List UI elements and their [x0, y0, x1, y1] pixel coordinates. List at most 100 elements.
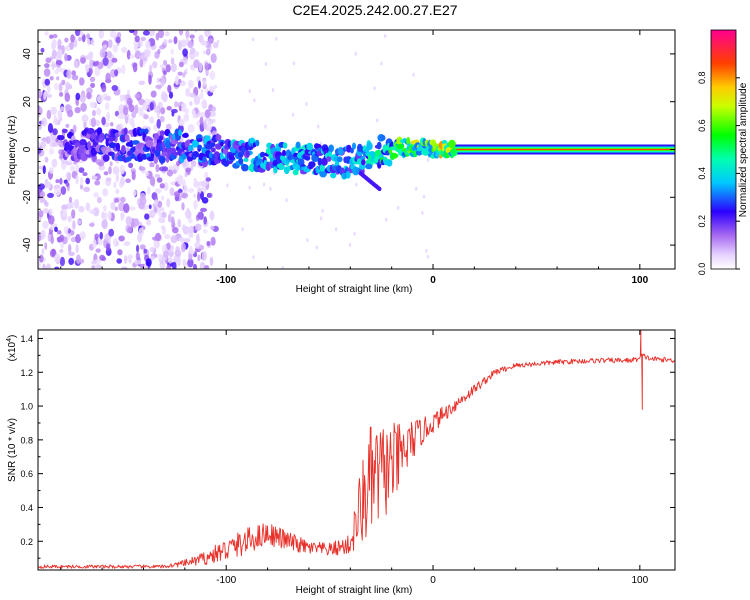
spectrogram-noise-cell: [53, 114, 57, 122]
spectrogram-noise-cell: [59, 177, 63, 185]
spectrogram-noise-cell: [134, 104, 139, 114]
spectrogram-noise-cell: [188, 245, 193, 255]
spectrogram-noise-cell: [127, 226, 132, 234]
spectrogram-noise-cell: [197, 191, 201, 202]
spectrogram-noise-cell: [38, 142, 41, 147]
spectrogram-ridge-cell: [255, 139, 260, 147]
spectrogram-noise-cell: [96, 107, 102, 116]
spectrogram-noise-cell: [123, 241, 131, 247]
spectrogram-noise-cell: [334, 227, 338, 232]
spectrogram-noise-cell: [166, 198, 171, 208]
spectrogram-noise-cell: [184, 237, 191, 243]
snr-y-tick-label: 0.8: [20, 435, 33, 445]
spectrogram-noise-cell: [70, 165, 75, 172]
spectrogram-noise-cell: [203, 229, 208, 234]
spectrogram-noise-cell: [187, 217, 193, 224]
spectrogram-noise-cell: [68, 257, 75, 265]
spectrogram-noise-cell: [168, 91, 174, 99]
spectrogram-noise-cell: [170, 235, 178, 244]
spectrogram-noise-cell: [46, 109, 52, 120]
spectrogram-noise-cell: [292, 61, 296, 66]
spectrogram-noise-cell: [92, 239, 97, 249]
spectrogram-noise-cell: [71, 209, 76, 219]
spectrogram-y-tick-label: -20: [22, 190, 33, 205]
spectrogram-ridge-cell: [380, 134, 386, 141]
snr-frame: [37, 329, 676, 571]
spectrogram-ridge-cell: [61, 128, 68, 134]
spectrogram-noise-cell: [129, 30, 135, 34]
spectrogram-noise-cell: [202, 78, 207, 87]
spectrogram-ridge-cell: [196, 138, 203, 143]
spectrogram-noise-cell: [43, 91, 47, 101]
colorbar-label: Normalized spectral amplitude: [738, 82, 749, 217]
spectrogram-noise-cell: [75, 175, 79, 185]
spectrogram-noise-cell: [181, 192, 189, 199]
spectrogram-noise-cell: [252, 255, 255, 260]
spectrogram-ridge-cell: [259, 151, 266, 158]
spectrogram-noise-cell: [64, 45, 71, 51]
spectrogram-noise-cell: [121, 64, 126, 75]
spectrogram-noise-cell: [173, 191, 181, 198]
spectrogram-noise-cell: [50, 106, 57, 115]
spectrogram-ridge-cell: [115, 142, 121, 151]
spectrogram-noise-cell: [48, 148, 55, 155]
colorbar-tick-label: 0.6: [697, 119, 707, 132]
spectrogram-noise-cell: [138, 80, 146, 86]
spectrogram-noise-cell: [376, 118, 379, 123]
spectrogram-noise-cell: [120, 196, 126, 203]
spectrogram-noise-cell: [248, 89, 251, 93]
spectrogram-noise-cell: [181, 39, 187, 48]
spectrogram-noise-cell: [94, 263, 101, 269]
colorbar-tick-label: 0.8: [697, 72, 707, 85]
spectrogram-noise-cell: [155, 164, 160, 173]
spectrogram-ridge-cell: [319, 164, 325, 172]
spectrogram-noise-cell: [59, 92, 64, 97]
spectrogram-noise-cell: [102, 44, 107, 49]
spectrogram-ridge-cell: [153, 155, 159, 165]
spectrogram-noise-cell: [110, 201, 116, 211]
spectrogram-noise-cell: [163, 39, 168, 45]
spectrogram-noise-cell: [348, 242, 352, 247]
spectrogram-noise-cell: [112, 44, 119, 53]
spectrogram-ridge-cell: [352, 142, 356, 150]
spectrogram-noise-cell: [71, 74, 79, 81]
spectrogram-ridge-cell: [57, 135, 65, 141]
spectrogram-noise-cell: [172, 169, 177, 174]
snr-y-tick-label: 1.0: [20, 402, 33, 412]
spectrogram-ridge-cell: [87, 141, 92, 150]
spectrogram-noise-cell: [115, 36, 121, 44]
spectrogram-noise-cell: [168, 39, 173, 44]
spectrogram-noise-cell: [134, 259, 142, 265]
spectrogram-noise-cell: [264, 124, 267, 129]
spectrogram-noise-cell: [76, 254, 81, 264]
snr-y-tick-label: 0.2: [20, 537, 33, 547]
spectrogram-noise-cell: [373, 86, 376, 91]
spectrogram-noise-cell: [129, 54, 135, 59]
spectrogram-noise-cell: [67, 228, 72, 234]
spectrogram-noise-cell: [138, 227, 145, 237]
spectrogram-noise-cell: [209, 210, 215, 221]
spectrogram-noise-cell: [38, 232, 41, 242]
spectrogram-noise-cell: [182, 48, 189, 57]
spectrogram-ridge-cell: [180, 153, 188, 160]
spectrogram-noise-cell: [166, 105, 172, 111]
spectrogram-noise-cell: [207, 120, 211, 130]
spectrogram-ridge-cell: [124, 134, 130, 142]
spectrogram-ridge-cell: [132, 140, 140, 145]
spectrogram-noise-cell: [187, 188, 195, 193]
spectrogram-noise-cell: [75, 244, 79, 254]
spectrogram-noise-cell: [92, 207, 100, 217]
spectrogram-noise-cell: [164, 234, 171, 240]
spectrogram-ridge-cell: [102, 154, 110, 162]
spectrogram-noise-cell: [39, 254, 44, 263]
spectrogram-noise-cell: [86, 33, 91, 39]
spectrogram-noise-cell: [204, 171, 209, 180]
spectrogram-noise-cell: [201, 251, 207, 261]
spectrogram-noise-cell: [124, 115, 129, 124]
spectrogram-noise-cell: [57, 109, 63, 119]
spectrogram-ridge-cell: [392, 152, 398, 159]
spectrogram-noise-cell: [353, 231, 356, 236]
spectrogram-noise-cell: [125, 178, 131, 183]
spectrogram-noise-cell: [201, 197, 209, 204]
spectrogram-noise-cell: [126, 97, 133, 106]
